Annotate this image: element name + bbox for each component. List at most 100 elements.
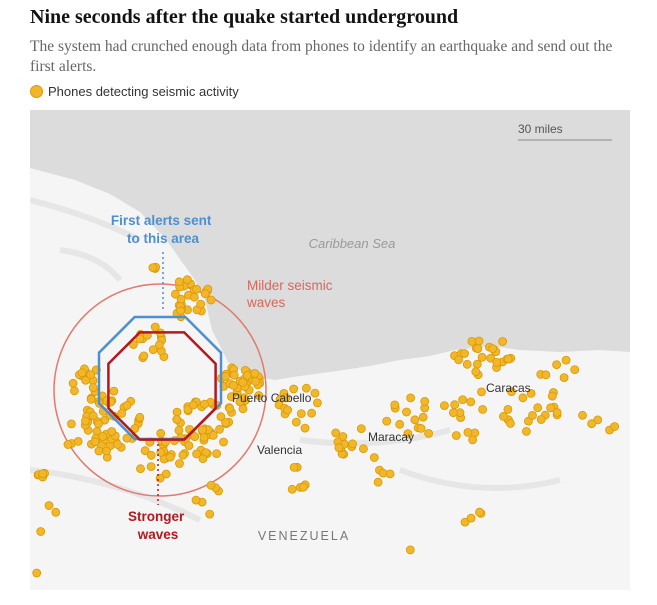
- phone-dot: [536, 415, 546, 424]
- phone-dot: [63, 440, 73, 449]
- phone-dot: [238, 377, 248, 387]
- phone-dot: [98, 432, 108, 441]
- phone-dot: [146, 450, 156, 460]
- phone-dot: [146, 462, 156, 472]
- phone-dot: [229, 380, 238, 390]
- phone-dot: [358, 444, 368, 454]
- phone-dot: [68, 378, 78, 388]
- phone-dot: [488, 344, 498, 354]
- phone-dot: [451, 431, 461, 440]
- phone-dot: [196, 299, 206, 309]
- phone-dot: [188, 400, 198, 410]
- phone-dot: [216, 412, 226, 422]
- phone-dot: [198, 454, 208, 464]
- phone-dot: [291, 417, 301, 427]
- phone-dot: [122, 400, 132, 410]
- phone-dot: [466, 513, 476, 523]
- phone-dot: [117, 408, 127, 418]
- phone-dot: [478, 404, 488, 414]
- phone-dot: [165, 452, 175, 462]
- annotation: First alerts sent to this area: [111, 213, 215, 246]
- phone-dot: [86, 394, 96, 404]
- phone-dot: [395, 419, 405, 429]
- phone-dot: [522, 426, 531, 436]
- phone-dot: [541, 370, 551, 380]
- phone-dot: [136, 464, 145, 474]
- annotation-line: waves: [137, 527, 179, 542]
- phone-dot: [219, 437, 228, 447]
- phone-dot: [301, 383, 311, 393]
- scale-label: 30 miles: [518, 122, 563, 136]
- phone-dot: [154, 340, 164, 350]
- phone-dot: [462, 359, 472, 369]
- phone-dot: [200, 399, 209, 409]
- phone-dot: [102, 446, 111, 456]
- phone-dot: [170, 289, 180, 299]
- phone-dot: [472, 359, 482, 369]
- stronger-wave-area: [107, 331, 217, 441]
- phone-dot: [373, 477, 383, 487]
- phone-dot: [463, 427, 473, 437]
- annotation-line: to this area: [127, 231, 200, 246]
- phone-dot: [254, 391, 264, 400]
- phone-dot: [88, 383, 98, 393]
- phone-dot: [454, 355, 464, 365]
- phone-dot: [307, 408, 317, 418]
- phone-dot: [385, 469, 395, 479]
- phone-dot: [503, 354, 513, 364]
- phone-dot: [450, 400, 460, 410]
- phone-dot: [507, 387, 516, 397]
- phone-dot: [559, 373, 569, 383]
- phone-dot: [405, 545, 415, 555]
- phone-dot: [86, 370, 96, 380]
- phone-dot: [296, 409, 306, 419]
- phone-dot: [471, 367, 481, 377]
- phone-dot: [547, 391, 557, 401]
- phone-dot: [287, 484, 297, 494]
- phone-dot: [552, 408, 562, 417]
- phone-dot: [150, 322, 160, 332]
- phone-dot: [390, 400, 400, 410]
- phone-dot: [135, 412, 145, 422]
- milder-wave-circle: [53, 283, 267, 497]
- phone-dot: [81, 375, 90, 385]
- phone-dot: [503, 404, 513, 414]
- annotation-line: Stronger: [128, 509, 185, 524]
- phone-dot: [94, 419, 103, 429]
- phone-dot: [477, 352, 487, 362]
- phone-dot: [221, 418, 231, 428]
- phone-dot: [122, 433, 132, 443]
- phone-dot: [528, 410, 537, 420]
- phone-dot: [300, 423, 310, 433]
- title: Nine seconds after the quake started und…: [30, 6, 459, 28]
- phone-dot: [526, 388, 536, 398]
- phone-dot: [312, 398, 322, 408]
- phone-dot: [498, 337, 508, 346]
- phone-dot: [561, 355, 571, 365]
- phone-dot: [289, 384, 299, 394]
- sea: [30, 110, 630, 380]
- phone-dot: [356, 424, 366, 434]
- annotation: Stronger waves: [128, 509, 188, 542]
- phone-dot: [283, 405, 293, 415]
- phone-dot: [235, 397, 245, 407]
- phone-dot: [208, 430, 218, 440]
- phone-dot: [250, 368, 260, 378]
- phone-dot: [570, 365, 580, 375]
- phone-dot: [424, 428, 434, 438]
- phone-dot: [418, 412, 428, 422]
- phone-dot: [474, 336, 484, 346]
- phone-dot: [51, 507, 61, 517]
- phone-dot: [192, 284, 202, 294]
- place-label: Valencia: [257, 443, 302, 457]
- phone-dot: [161, 469, 171, 479]
- phone-dot: [505, 418, 515, 428]
- phone-dot: [90, 437, 100, 447]
- phone-dot: [466, 397, 476, 407]
- phone-dot: [416, 423, 426, 433]
- phone-dot: [486, 353, 496, 363]
- phone-dot: [229, 370, 239, 380]
- phone-dot: [109, 386, 119, 396]
